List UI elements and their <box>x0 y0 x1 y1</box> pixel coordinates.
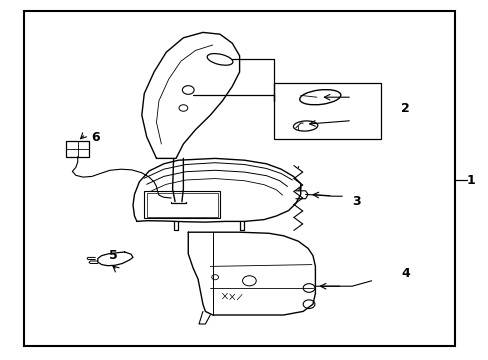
Text: 4: 4 <box>400 267 409 280</box>
Text: 6: 6 <box>91 131 100 144</box>
Text: 2: 2 <box>400 102 409 114</box>
Bar <box>66 141 89 157</box>
Bar <box>144 191 220 218</box>
Text: 1: 1 <box>466 174 475 186</box>
Bar <box>273 83 381 139</box>
Bar <box>146 193 217 217</box>
Bar <box>24 11 454 346</box>
Text: 5: 5 <box>108 249 117 262</box>
Text: 3: 3 <box>351 195 360 208</box>
